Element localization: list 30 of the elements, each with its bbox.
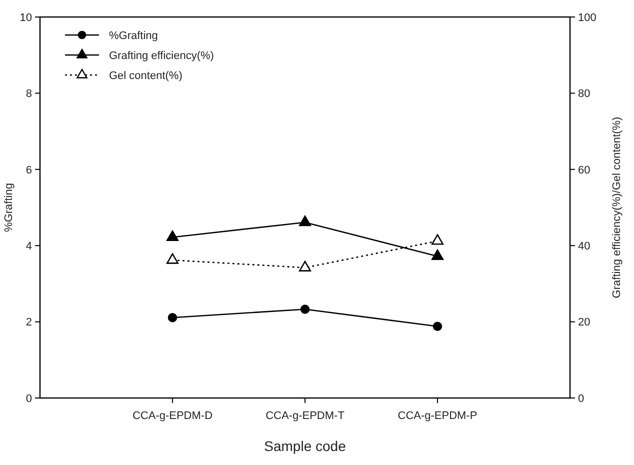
y2-axis-title: Grafting efficiency(%)/Gel content(%) — [611, 116, 623, 298]
point — [168, 312, 178, 322]
x-axis-title: Sample code — [264, 438, 346, 454]
point — [431, 249, 444, 260]
y2-tick-label: 40 — [578, 240, 590, 252]
y-tick-label: 6 — [26, 164, 32, 176]
y-tick-label: 0 — [26, 392, 32, 405]
point — [166, 230, 179, 241]
y-tick-label: 8 — [26, 88, 32, 100]
legend-label: Gel content(%) — [109, 70, 182, 82]
point — [300, 304, 310, 314]
legend-label: %Grafting — [109, 30, 158, 42]
y2-tick-label: 100 — [578, 12, 596, 24]
point — [432, 322, 442, 332]
point — [166, 253, 179, 264]
y2-tick-label: 60 — [578, 164, 590, 176]
x-tick-label: CCA-g-EPDM-T — [266, 410, 345, 422]
y2-tick-label: 80 — [578, 88, 590, 100]
y-axis-title: %Grafting — [3, 183, 15, 232]
y-tick-label: 4 — [26, 240, 32, 252]
point — [298, 260, 312, 272]
y-tick-label: 2 — [26, 316, 32, 329]
y2-tick-label: 0 — [578, 392, 584, 405]
y2-tick-label: 20 — [578, 316, 590, 329]
x-tick-label: CCA-g-EPDM-P — [398, 410, 478, 422]
x-tick-label: CCA-g-EPDM-D — [132, 410, 213, 422]
legend-label: Grafting efficiency(%) — [109, 50, 214, 62]
point — [431, 234, 444, 245]
point — [298, 216, 312, 226]
y-tick-label: 10 — [20, 12, 32, 24]
